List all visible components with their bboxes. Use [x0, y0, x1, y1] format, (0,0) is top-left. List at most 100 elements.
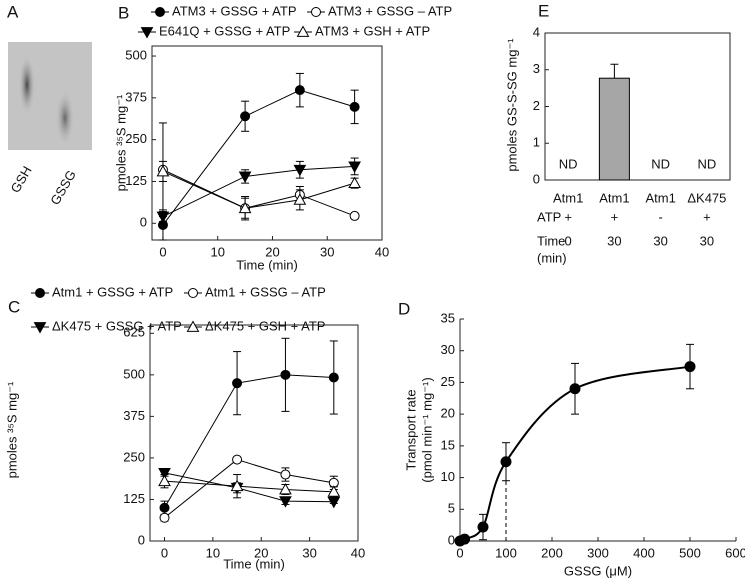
marker [477, 521, 489, 533]
marker [238, 171, 252, 183]
y-axis-label: pmoles GS-S-SG mg⁻¹ [504, 38, 519, 172]
y-tick-label: 0 [138, 532, 145, 547]
y-tick-label: 35 [441, 310, 455, 325]
marker [158, 474, 171, 487]
legend-marker [35, 288, 45, 298]
value-label: ND [651, 156, 670, 171]
x-tick-label: 500 [679, 545, 701, 560]
x-tick-label: 400 [633, 545, 655, 560]
y-tick-label: 0 [448, 532, 455, 547]
y-tick-label: 10 [441, 469, 455, 484]
x-tick-label: 10 [210, 244, 224, 259]
x-tick-label: 0 [456, 545, 463, 560]
x-tick-label: 40 [351, 545, 365, 560]
marker [232, 454, 243, 465]
marker [500, 456, 512, 468]
y-tick-label: 1 [533, 135, 540, 150]
y-tick-label: 15 [441, 437, 455, 452]
value-label: ND [559, 156, 578, 171]
x-tick-label: 20 [254, 545, 268, 560]
legend-label: E641Q + GSSG + ATP [159, 23, 290, 38]
legend-marker [296, 25, 310, 37]
x-tick-label: ΔK475 [687, 190, 726, 205]
series-line [162, 165, 355, 218]
y-tick-label: 0 [533, 171, 540, 186]
row-label: (min) [537, 250, 567, 265]
row-cell: 0 [565, 233, 572, 248]
marker [159, 502, 170, 513]
y-tick-label: 375 [123, 408, 145, 423]
marker [159, 512, 170, 523]
marker [293, 193, 307, 205]
marker [156, 211, 170, 224]
legend-label: Atm1 + GSSG + ATP [52, 284, 173, 299]
legend-label: ΔK475 + GSH + ATP [205, 318, 325, 333]
y-axis-label: (pmol min⁻¹ mg⁻¹) [419, 377, 434, 482]
row-label: ATP [537, 209, 561, 224]
row-cell: + [564, 209, 572, 224]
marker [240, 111, 251, 122]
legend-marker [140, 27, 154, 39]
y-tick-label: 3 [533, 61, 540, 76]
lane-label: GSH [8, 164, 35, 196]
x-axis-label: Time (min) [236, 257, 298, 272]
legend-marker [186, 320, 200, 332]
panel-label: B [118, 3, 129, 22]
y-tick-label: 625 [123, 325, 145, 340]
x-axis-label: GSSG (μM) [564, 563, 632, 578]
y-tick-label: 500 [125, 47, 147, 62]
marker [569, 383, 581, 395]
marker [349, 101, 360, 112]
marker [349, 210, 360, 221]
legend-label: ATM3 + GSSG – ATP [328, 3, 452, 18]
series-line [164, 472, 334, 503]
series-line [164, 480, 334, 493]
x-tick-label: 100 [495, 545, 517, 560]
x-tick-label: 30 [302, 545, 316, 560]
plot-frame [151, 45, 383, 241]
legend-marker [33, 322, 47, 334]
x-tick-label: Atm1 [645, 190, 675, 205]
lane-label: GSSG [47, 167, 79, 207]
marker [280, 469, 291, 480]
row-cell: 30 [607, 233, 621, 248]
marker [230, 479, 244, 492]
plot-frame [149, 324, 359, 542]
legend-label: ΔK475 + GSSG + ATP [52, 318, 182, 333]
row-cell: 30 [700, 233, 714, 248]
y-axis-label: pmoles ³⁵S mg⁻¹ [113, 94, 128, 191]
series-line [164, 459, 334, 519]
x-tick-label: 0 [159, 244, 166, 259]
x-tick-label: 300 [587, 545, 609, 560]
legend-marker [188, 288, 198, 298]
x-tick-label: Atm1 [553, 190, 583, 205]
x-tick-label: Atm1 [599, 190, 629, 205]
marker [294, 85, 305, 96]
x-tick-label: 10 [206, 545, 220, 560]
bar [598, 77, 630, 181]
x-tick-label: 30 [320, 244, 334, 259]
legend-label: Atm1 + GSSG – ATP [205, 284, 326, 299]
marker [348, 161, 361, 173]
series-line [162, 89, 355, 226]
x-tick-label: 600 [725, 545, 745, 560]
y-tick-label: 0 [140, 215, 147, 230]
panel-label: D [398, 299, 410, 318]
y-tick-label: 125 [125, 173, 147, 188]
y-tick-label: 250 [123, 449, 145, 464]
y-axis-label: Transport rate [403, 389, 418, 470]
series-line [162, 170, 355, 209]
series-line [162, 169, 355, 217]
y-tick-label: 25 [441, 374, 455, 389]
x-tick-label: 20 [265, 244, 279, 259]
marker [280, 369, 291, 380]
row-cell: + [703, 209, 711, 224]
marker [156, 164, 170, 177]
row-cell: + [611, 209, 619, 224]
row-cell: 30 [653, 233, 667, 248]
panel-label: E [538, 1, 549, 20]
marker [279, 496, 292, 508]
legend-marker [311, 7, 321, 17]
y-tick-label: 20 [441, 406, 455, 421]
